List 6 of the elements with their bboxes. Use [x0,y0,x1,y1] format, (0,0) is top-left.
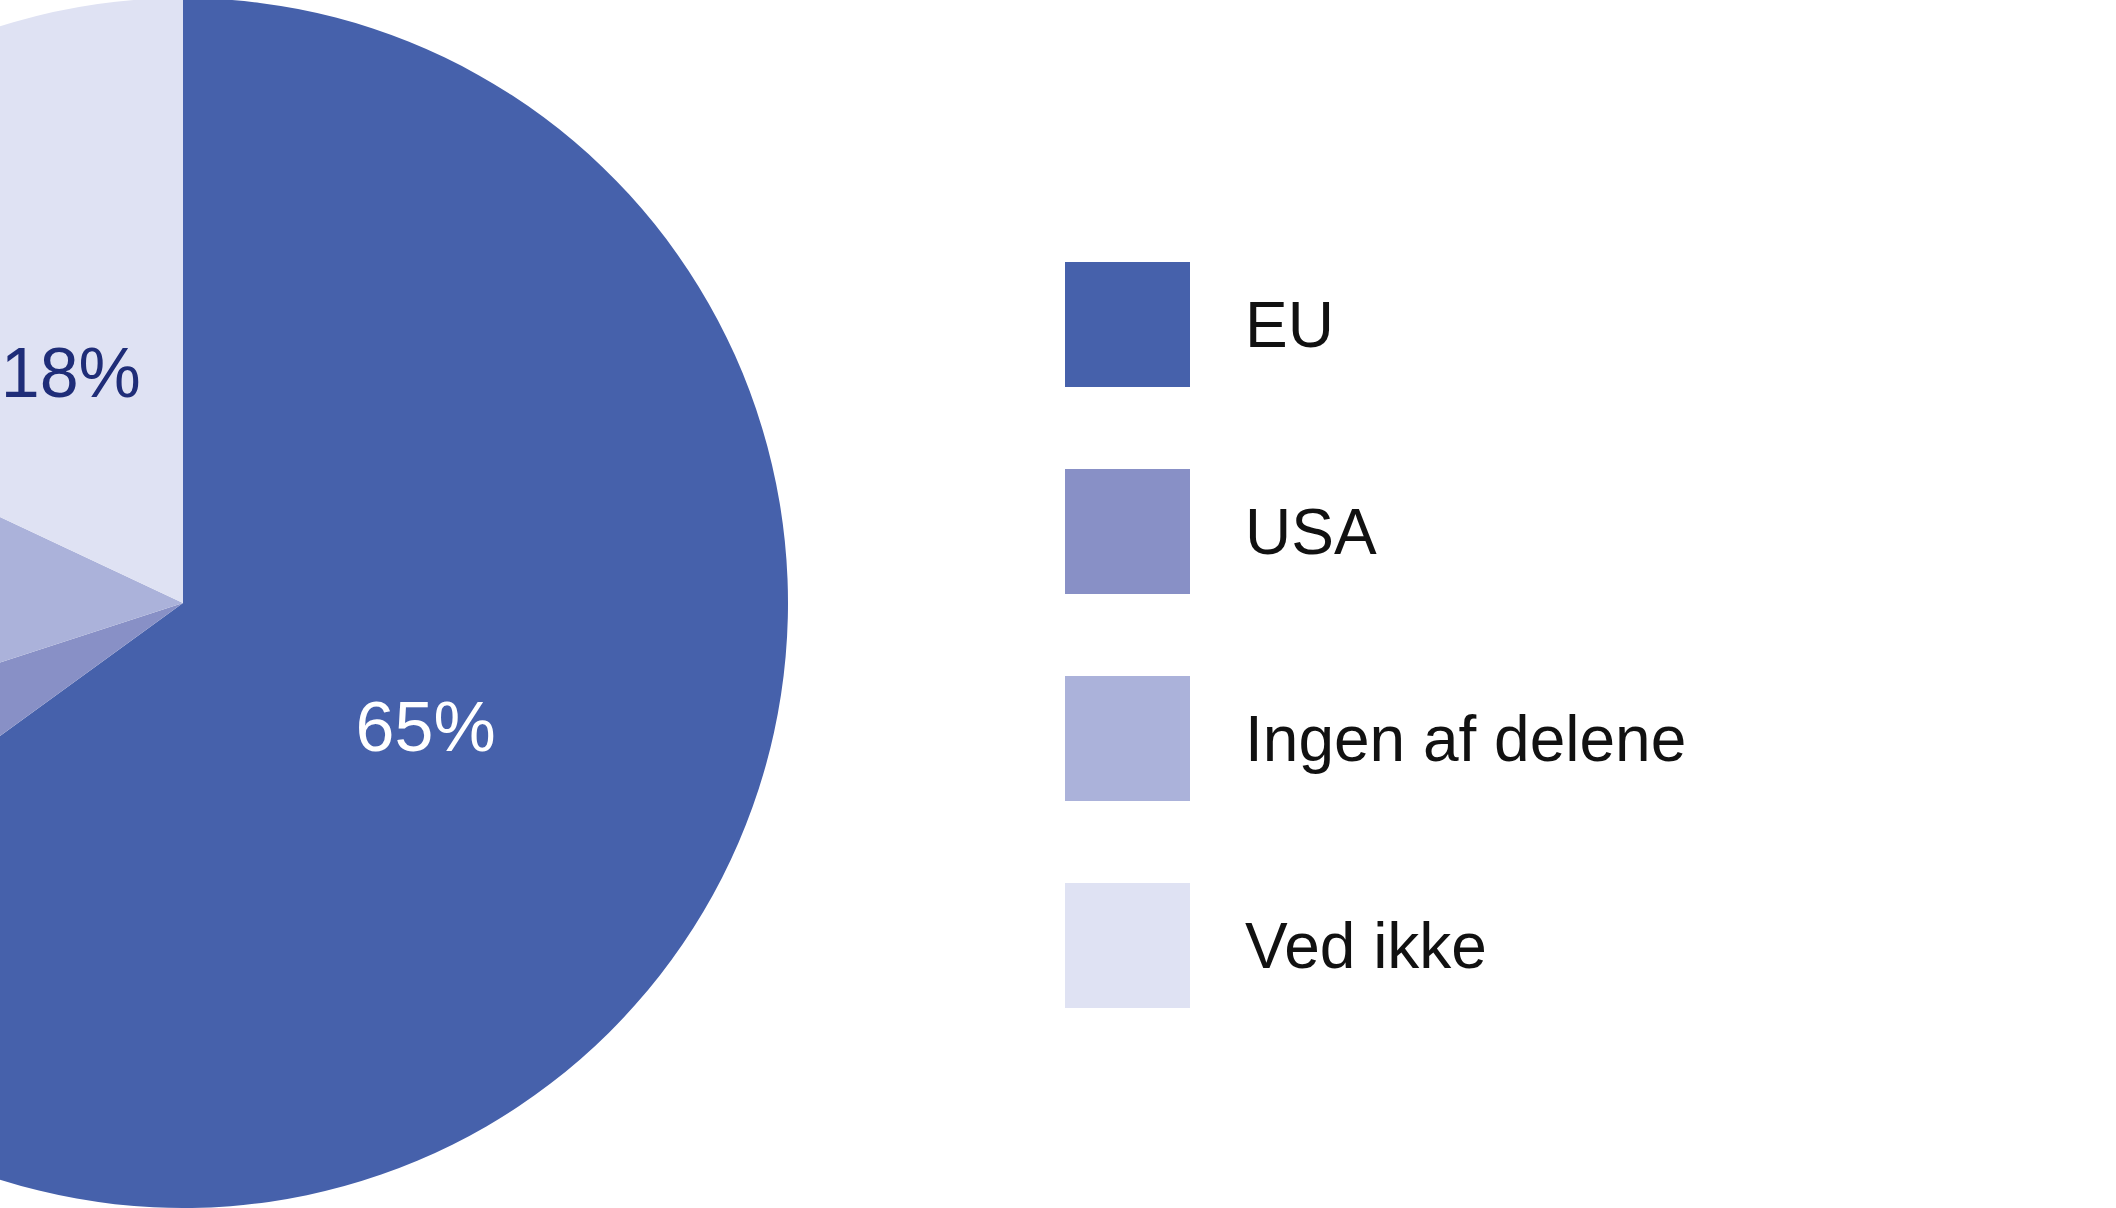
legend-label: Ved ikke [1245,909,1487,982]
legend-label: USA [1245,495,1377,568]
data-label: 65% [355,687,496,766]
data-label: 18% [0,334,141,413]
legend-label: Ingen af delene [1245,702,1687,775]
legend-label: EU [1245,288,1334,361]
